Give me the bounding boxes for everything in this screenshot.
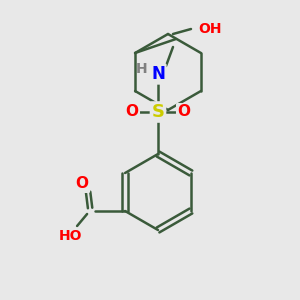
- Text: O: O: [76, 176, 88, 191]
- Text: O: O: [125, 104, 139, 119]
- Text: S: S: [152, 103, 164, 121]
- Text: H: H: [136, 62, 148, 76]
- Text: N: N: [151, 65, 165, 83]
- Text: HO: HO: [58, 229, 82, 243]
- Text: OH: OH: [198, 22, 221, 36]
- Text: O: O: [178, 104, 190, 119]
